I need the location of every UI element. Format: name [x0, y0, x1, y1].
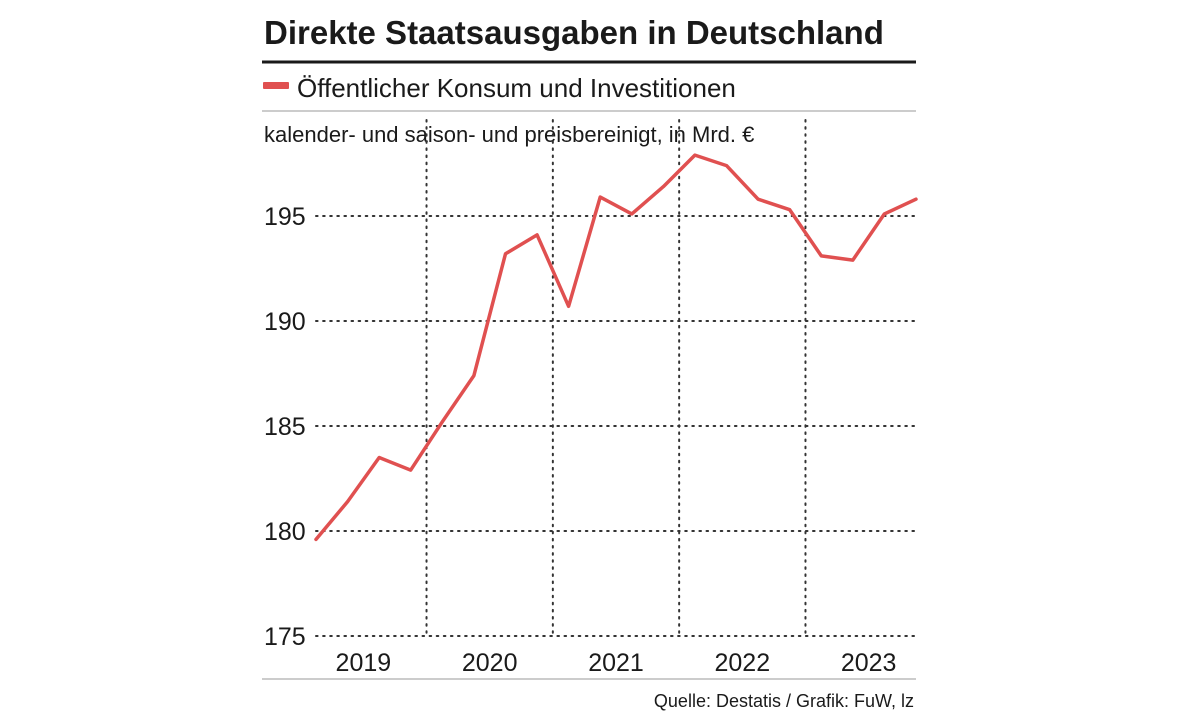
y-tick-label-180: 180 — [264, 518, 306, 546]
y-tick-label-175: 175 — [264, 623, 306, 651]
series-line-0 — [314, 153, 918, 542]
legend-label: Öffentlicher Konsum und Investitionen — [297, 73, 736, 103]
legend-swatch — [263, 82, 289, 89]
chart-title: Direkte Staatsausgaben in Deutschland — [264, 14, 884, 51]
y-tick-label-195: 195 — [264, 203, 306, 231]
grid — [315, 119, 917, 637]
source-note: Quelle: Destatis / Grafik: FuW, lz — [654, 691, 914, 711]
y-tick-label-185: 185 — [264, 413, 306, 441]
x-tick-label-2020: 2020 — [462, 649, 518, 677]
x-tick-label-2021: 2021 — [588, 649, 644, 677]
x-axis: 2019 2020 2021 2022 2023 — [336, 649, 897, 677]
chart-subtitle: kalender- und saison- und preisbereinigt… — [264, 122, 754, 147]
x-tick-label-2023: 2023 — [841, 649, 897, 677]
y-tick-label-190: 190 — [264, 308, 306, 336]
x-tick-label-2022: 2022 — [715, 649, 771, 677]
legend: Öffentlicher Konsum und Investitionen — [263, 73, 736, 103]
series-layer — [314, 153, 918, 542]
x-tick-label-2019: 2019 — [336, 649, 392, 677]
y-axis: 175 180 185 190 195 — [264, 203, 306, 651]
